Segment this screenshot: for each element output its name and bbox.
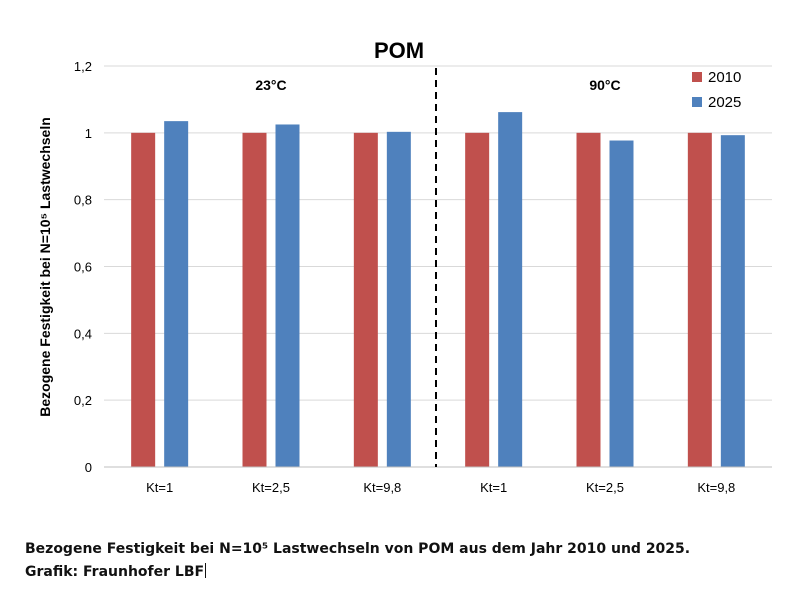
bar-chart: 0 0,2 0,4 0,6 0,8 1 1,2 Kt=1 Kt=2,5 Kt=9,8 Kt=1 Kt=…: [37, 38, 772, 495]
chart-title: POM: [374, 38, 424, 63]
x-tick-label: Kt=2,5: [586, 480, 624, 495]
bar-2025-kt-9-8: [386, 131, 411, 468]
group-labels: 23°C 90°C: [255, 77, 620, 93]
bar-2025-kt-1: [164, 121, 189, 467]
bar-2025-kt-2-5: [609, 140, 634, 467]
bar-2010-kt-1: [465, 132, 490, 468]
bar-2010-kt-2-5: [576, 132, 601, 468]
y-tick-label: 0,8: [74, 193, 92, 208]
bars: [131, 112, 745, 468]
x-tick-label: Kt=2,5: [252, 480, 290, 495]
y-tick-label: 0,2: [74, 393, 92, 408]
bar-2010-kt-9-8: [353, 132, 378, 468]
x-tick-label: Kt=9,8: [363, 480, 401, 495]
x-tick-label: Kt=1: [480, 480, 507, 495]
x-tick-label: Kt=9,8: [697, 480, 735, 495]
legend: 2010 2025: [692, 69, 741, 111]
text-cursor: [205, 563, 207, 578]
bar-2025-kt-9-8: [720, 135, 745, 468]
group-label: 90°C: [589, 77, 620, 93]
legend-label-2010: 2010: [708, 69, 741, 86]
bar-2010-kt-1: [131, 132, 156, 468]
y-tick-label: 0,6: [74, 260, 92, 275]
bar-2025-kt-1: [498, 112, 523, 468]
gridlines: [104, 65, 772, 401]
axes: 0 0,2 0,4 0,6 0,8 1 1,2 Kt=1 Kt=2,5 Kt=9,8 Kt=1 Kt=…: [74, 59, 772, 495]
y-tick-label: 0: [85, 460, 92, 475]
y-tick-label: 1: [85, 126, 92, 141]
legend-swatch-2025: [692, 97, 702, 107]
figure-caption: Bezogene Festigkeit bei N=10⁵ Lastwechse…: [25, 541, 690, 557]
caption-line-2: Grafik: Fraunhofer LBF: [25, 564, 205, 580]
y-axis-title: Bezogene Festigkeit bei N=10⁵ Lastwechse…: [37, 117, 53, 417]
caption-line-1: Bezogene Festigkeit bei N=10⁵ Lastwechse…: [25, 541, 691, 557]
y-tick-label: 0,4: [74, 326, 92, 341]
figure-credit: Grafik: Fraunhofer LBF: [25, 563, 207, 580]
bar-2025-kt-2-5: [275, 124, 300, 468]
x-tick-label: Kt=1: [146, 480, 173, 495]
legend-label-2025: 2025: [708, 94, 741, 111]
group-label: 23°C: [255, 77, 286, 93]
bar-2010-kt-2-5: [242, 132, 267, 468]
y-tick-label: 1,2: [74, 59, 92, 74]
legend-swatch-2010: [692, 72, 702, 82]
bar-2010-kt-9-8: [687, 132, 712, 468]
